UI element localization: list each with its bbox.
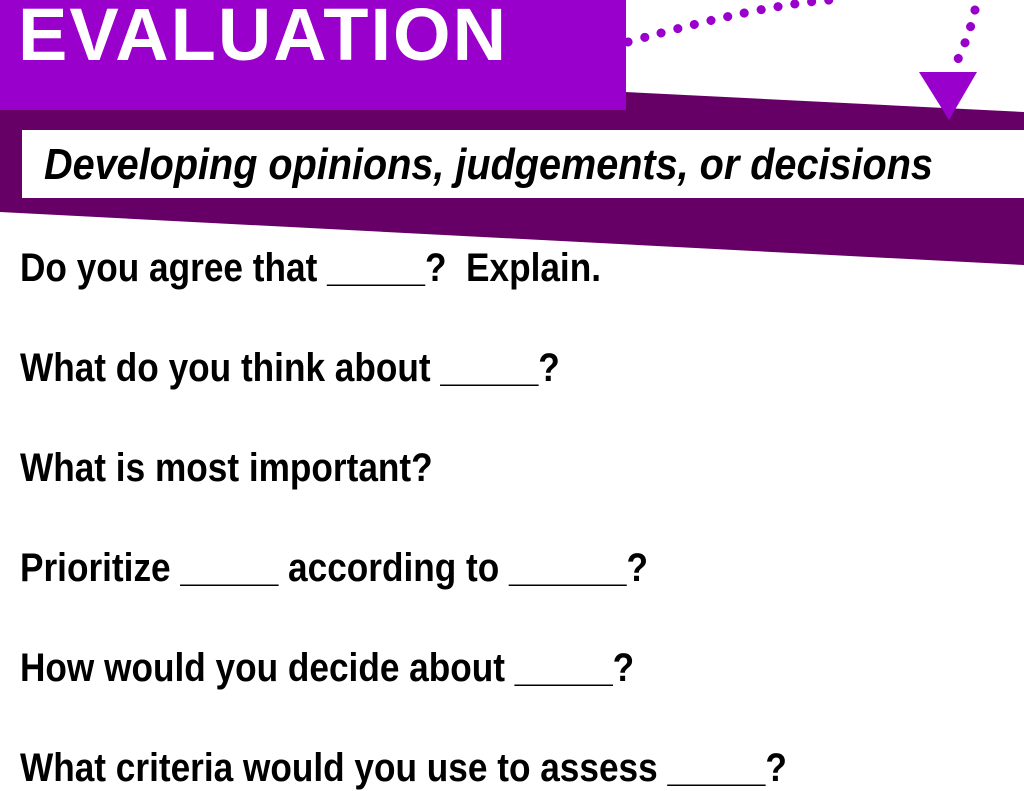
subtitle: Developing opinions, judgements, or deci…	[44, 140, 933, 189]
question-1: Do you agree that _____? Explain.	[20, 246, 601, 290]
question-5: How would you decide about _____?	[20, 646, 635, 690]
dotted-arrow-path	[623, 0, 980, 70]
question-4: Prioritize _____ according to ______?	[20, 546, 649, 590]
question-6: What criteria would you use to assess __…	[20, 746, 787, 790]
question-3: What is most important?	[20, 446, 433, 490]
title-banner	[0, 0, 626, 110]
question-2: What do you think about _____?	[20, 346, 560, 390]
subtitle-box	[22, 130, 1024, 198]
arrow-head-icon	[919, 72, 977, 120]
page-title: EVALUATION	[18, 0, 509, 76]
